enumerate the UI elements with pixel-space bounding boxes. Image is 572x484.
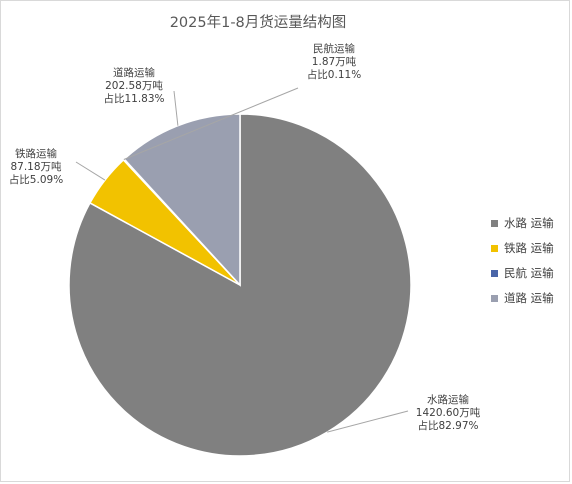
legend-label-1: 水路 运输	[504, 216, 554, 230]
slice-label-name-1: 水路运输	[427, 393, 469, 406]
pie-slices	[68, 113, 412, 457]
legend-swatch-4	[491, 295, 498, 302]
legend-label-3: 民航 运输	[504, 266, 554, 280]
leader-line-3	[123, 87, 299, 160]
slice-label-share-1: 占比82.97%	[417, 419, 478, 432]
legend-label-2: 铁路 运输	[504, 241, 554, 255]
slice-label-share-3: 占比0.11%	[307, 68, 361, 81]
legend-swatch-3	[491, 270, 498, 277]
slice-label-name-2: 铁路运输	[15, 147, 57, 160]
slice-label-share-2: 占比5.09%	[9, 173, 63, 186]
slice-label-value-1: 1420.60万吨	[416, 406, 481, 419]
leader-lines	[75, 87, 409, 433]
legend-swatch-1	[491, 220, 498, 227]
leader-line-2	[75, 161, 106, 181]
legend-label-4: 道路 运输	[504, 291, 554, 305]
slice-label-value-4: 202.58万吨	[105, 79, 163, 92]
chart-title: 2025年1-8月货运量结构图	[170, 14, 347, 31]
legend-swatch-2	[491, 245, 498, 252]
slice-label-name-4: 道路运输	[113, 66, 155, 79]
slice-label-value-3: 1.87万吨	[312, 55, 357, 68]
slice-label-name-3: 民航运输	[313, 42, 355, 55]
slice-label-value-2: 87.18万吨	[10, 160, 62, 173]
pie-slice-1	[68, 113, 412, 457]
leader-line-1	[327, 410, 409, 433]
slice-label-share-4: 占比11.83%	[103, 92, 164, 105]
leader-line-4	[173, 90, 179, 126]
